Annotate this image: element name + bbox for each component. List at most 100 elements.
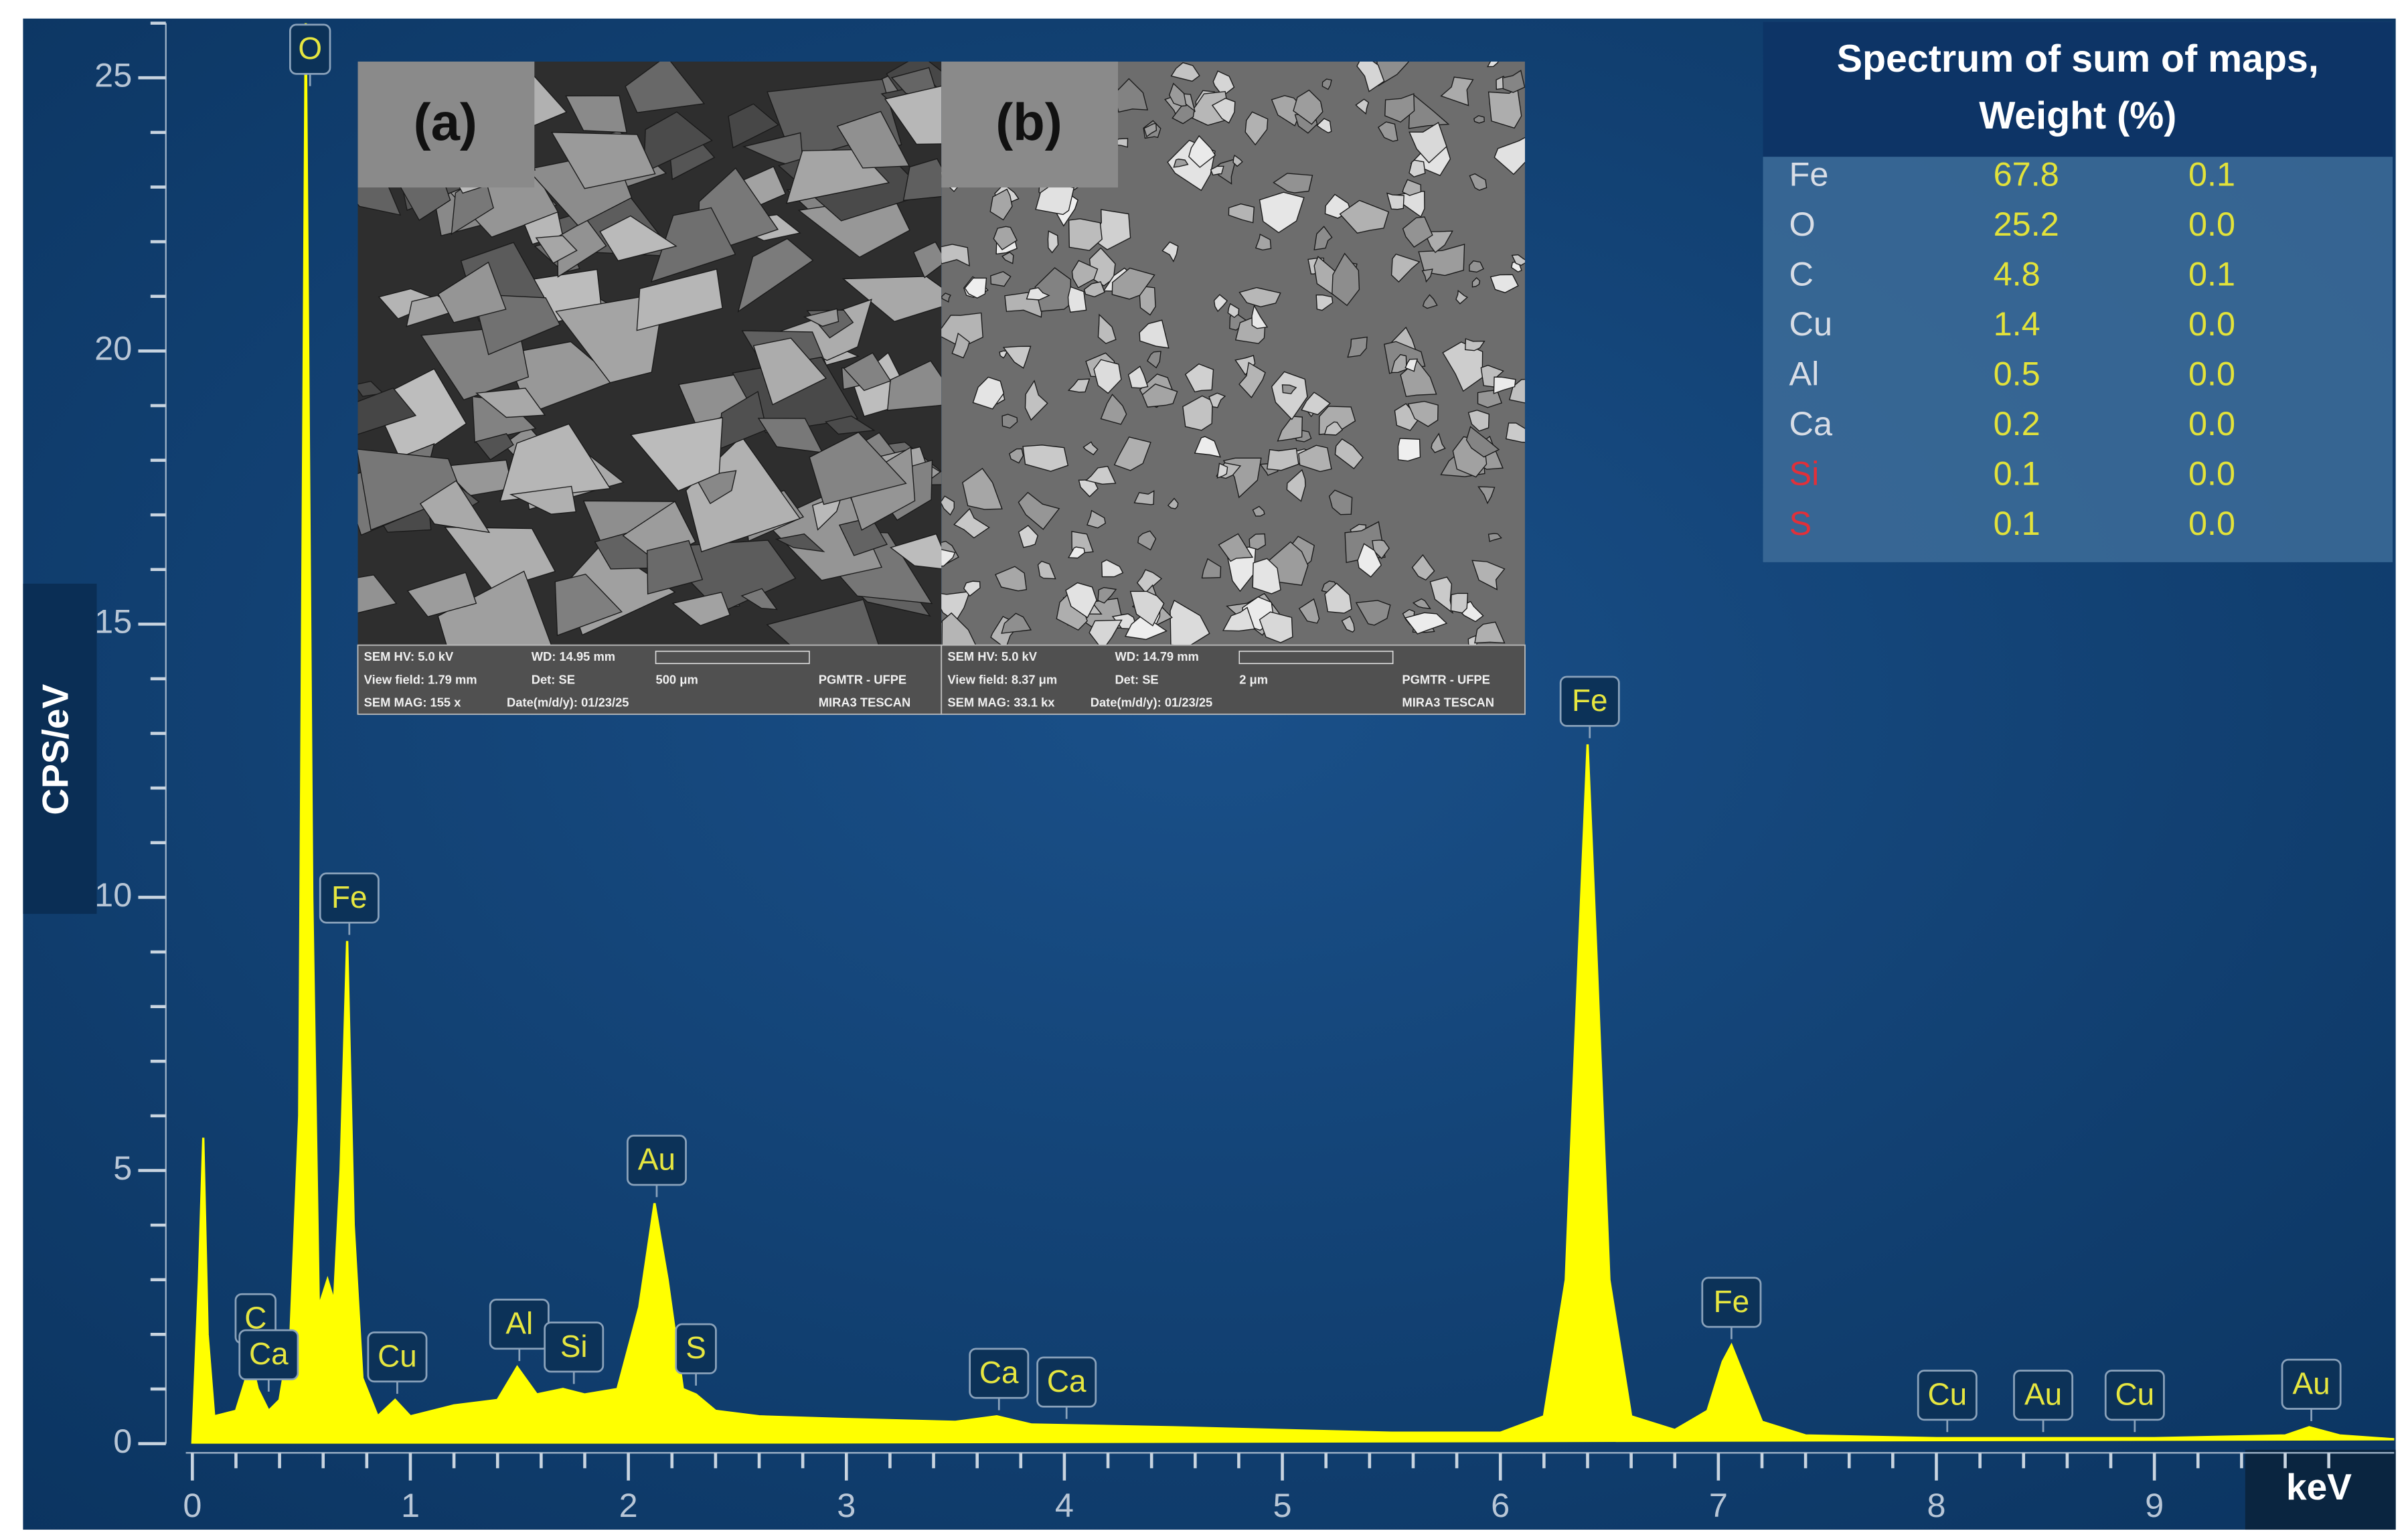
sem-particle (1111, 267, 1155, 300)
sem-particle (1001, 414, 1018, 429)
sem-particle (1089, 619, 1123, 645)
table-weight: 0.1 (1994, 455, 2040, 493)
y-tick-label: 20 (94, 329, 132, 368)
sem-particle (1412, 598, 1431, 609)
inset-footer-text: Det: SE (532, 672, 575, 686)
sem-particle (1184, 363, 1214, 393)
inset-footer (357, 644, 943, 715)
sem-particle (1009, 448, 1024, 464)
sem-particle (1001, 613, 1032, 634)
sem-particle (1022, 444, 1069, 472)
sem-particle (1127, 366, 1149, 389)
table-element: Cu (1789, 305, 1833, 343)
table-title: Weight (%) (1979, 94, 2176, 137)
sem-particle (1321, 78, 1332, 90)
sem-particle (1313, 226, 1333, 251)
y-tick-label: 10 (94, 876, 132, 914)
sem-particle (838, 517, 888, 556)
sem-particle (1455, 289, 1469, 305)
sem-particle (1208, 392, 1226, 408)
sem-particle (1213, 294, 1228, 313)
sem-particle (1067, 378, 1091, 393)
sem-particle (775, 533, 825, 552)
inset-footer-text: SEM MAG: 33.1 kx (947, 696, 1055, 710)
sem-particle (1471, 276, 1481, 288)
sem-particle (1372, 540, 1390, 560)
peak-label: O (298, 31, 322, 66)
sem-particle (797, 195, 910, 258)
x-tick-label: 6 (1491, 1486, 1510, 1524)
sem-particle (357, 574, 398, 614)
sem-particle (1421, 268, 1433, 283)
sem-particle (1271, 371, 1308, 420)
sem-particle (1376, 61, 1410, 87)
sem-particle (1071, 260, 1099, 289)
sem-particle (1161, 241, 1179, 262)
sem-particle (1249, 533, 1266, 550)
sem-particle (1488, 533, 1502, 542)
x-tick-label: 7 (1709, 1486, 1728, 1524)
sem-particle (1089, 247, 1116, 287)
axes: 0 5 10 15 20 25 0 1 2 3 4 5 6 7 8 9 (94, 21, 2395, 1524)
sem-particle (357, 449, 463, 531)
inset-label: (a) (414, 92, 477, 151)
peak-label: Ca (1047, 1364, 1087, 1398)
peak-label: Fe (331, 880, 368, 914)
inset-footer-text: SEM MAG: 155 x (364, 696, 462, 710)
sem-particle (740, 588, 778, 611)
sem-particle (1034, 267, 1072, 312)
sem-particle (1488, 87, 1522, 129)
sem-particle (941, 495, 955, 516)
sem-particle (941, 244, 970, 267)
peak-label: Al (505, 1305, 533, 1340)
sem-particle (1277, 416, 1303, 442)
table-weight: 67.8 (1994, 155, 2059, 193)
sem-particle (1259, 611, 1293, 643)
sem-particle (1402, 216, 1433, 248)
inset-footer-text: Date(m/d/y): 01/23/25 (1091, 696, 1213, 710)
table-weight: 0.5 (1994, 355, 2040, 393)
sem-particle (1332, 252, 1360, 307)
table-sigma: 0.0 (2188, 305, 2235, 343)
sem-particle (1502, 70, 1525, 93)
peak-label: Ca (249, 1336, 289, 1371)
table-element: S (1789, 504, 1812, 542)
sem-particle (1422, 294, 1438, 309)
y-tick-label: 25 (94, 56, 132, 94)
sem-particle (1139, 319, 1170, 349)
sem-particle (1146, 351, 1161, 369)
sem-particle (1469, 260, 1484, 273)
sem-particle (1201, 558, 1222, 579)
table-element: C (1789, 254, 1814, 293)
sem-particle (1143, 123, 1157, 138)
sem-particle (406, 572, 477, 618)
sem-particle (941, 612, 977, 645)
sem-particle (1097, 586, 1117, 604)
sem-particle (1471, 560, 1506, 590)
sem-particle (1067, 286, 1087, 313)
sem-particle (752, 337, 827, 406)
sem-particle (1068, 218, 1103, 251)
sem-particle (809, 431, 907, 505)
table-weight: 0.1 (1994, 504, 2040, 542)
sem-particle (1083, 281, 1105, 298)
sem-particle (995, 566, 1028, 592)
sem-particle (1026, 287, 1050, 301)
sem-particle (1002, 345, 1032, 369)
sem-particle (1188, 135, 1216, 168)
peak-label: Au (638, 1142, 675, 1177)
sem-particle (599, 215, 677, 262)
peak-label: Cu (2115, 1377, 2155, 1412)
sem-particle (1168, 82, 1187, 107)
sem-particle (357, 181, 402, 216)
sem-particle (993, 226, 1018, 250)
peak-label-box (1559, 675, 1620, 727)
sem-particle (1409, 121, 1447, 164)
x-tick-label: 1 (401, 1486, 420, 1524)
sem-particle (836, 110, 910, 169)
sem-particle (1347, 336, 1368, 358)
sem-particle (625, 61, 706, 113)
sem-particle (1402, 179, 1422, 196)
table-sigma: 0.0 (2188, 355, 2235, 393)
